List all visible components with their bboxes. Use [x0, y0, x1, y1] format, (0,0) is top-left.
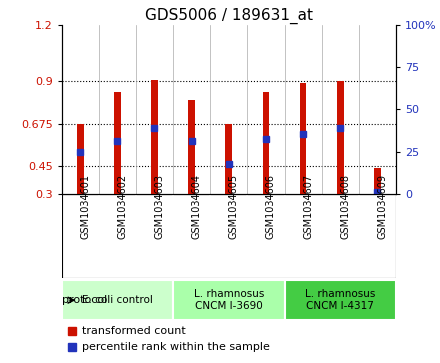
Bar — [285, 280, 396, 321]
Bar — [188, 100, 195, 193]
Text: L. rhamnosus
CNCM I-4317: L. rhamnosus CNCM I-4317 — [305, 289, 375, 311]
Bar — [114, 92, 121, 193]
Text: GSM1034601: GSM1034601 — [80, 174, 90, 239]
Text: L. rhamnosus
CNCM I-3690: L. rhamnosus CNCM I-3690 — [194, 289, 264, 311]
Text: protocol: protocol — [62, 295, 108, 305]
Bar — [263, 92, 269, 193]
Text: GSM1034609: GSM1034609 — [378, 174, 388, 239]
Text: transformed count: transformed count — [82, 326, 185, 336]
Title: GDS5006 / 189631_at: GDS5006 / 189631_at — [145, 8, 313, 24]
Bar — [374, 168, 381, 193]
Text: E. coli control: E. coli control — [82, 295, 153, 305]
Text: GSM1034607: GSM1034607 — [303, 174, 313, 239]
Bar — [62, 280, 173, 321]
Text: GSM1034606: GSM1034606 — [266, 174, 276, 239]
Bar — [300, 83, 306, 193]
Text: GSM1034602: GSM1034602 — [117, 174, 127, 239]
Bar — [173, 280, 285, 321]
Text: GSM1034605: GSM1034605 — [229, 174, 239, 239]
Text: percentile rank within the sample: percentile rank within the sample — [82, 342, 270, 352]
Bar — [337, 81, 344, 193]
Text: GSM1034603: GSM1034603 — [154, 174, 165, 239]
Bar — [225, 125, 232, 193]
Text: GSM1034608: GSM1034608 — [340, 174, 350, 239]
Bar — [77, 123, 84, 193]
Bar — [151, 79, 158, 193]
Text: GSM1034604: GSM1034604 — [192, 174, 202, 239]
